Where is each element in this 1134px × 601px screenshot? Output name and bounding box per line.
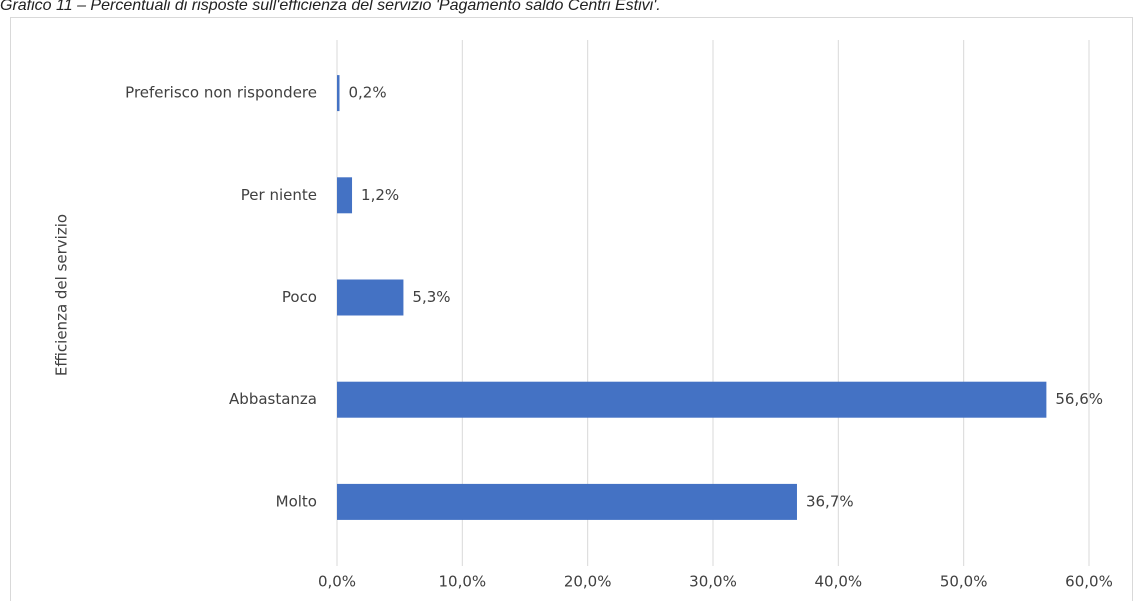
y-tick-label: Poco — [282, 288, 317, 306]
x-tick-label: 10,0% — [439, 573, 487, 591]
x-tick-label: 20,0% — [564, 573, 612, 591]
bar — [337, 381, 1047, 418]
y-tick-label: Per niente — [241, 186, 317, 204]
y-axis-label: Efficienza del servizio — [53, 214, 71, 376]
data-label: 56,6% — [1055, 390, 1103, 408]
x-tick-label: 50,0% — [940, 573, 988, 591]
y-tick-label: Molto — [276, 492, 317, 510]
x-tick-label: 60,0% — [1065, 573, 1113, 591]
bar — [337, 75, 340, 112]
data-label: 36,7% — [806, 492, 854, 510]
bar — [337, 279, 404, 316]
data-label: 5,3% — [412, 288, 450, 306]
bar — [337, 177, 353, 214]
x-tick-label: 40,0% — [815, 573, 863, 591]
data-label: 1,2% — [361, 186, 399, 204]
chart-frame — [10, 17, 1133, 601]
y-tick-label: Preferisco non rispondere — [125, 84, 317, 102]
data-label: 0,2% — [349, 84, 387, 102]
x-tick-label: 30,0% — [689, 573, 737, 591]
bar — [337, 483, 797, 520]
y-tick-label: Abbastanza — [229, 390, 317, 408]
chart-title: Grafico 11 – Percentuali di risposte sul… — [0, 0, 661, 14]
x-tick-label: 0,0% — [318, 573, 356, 591]
